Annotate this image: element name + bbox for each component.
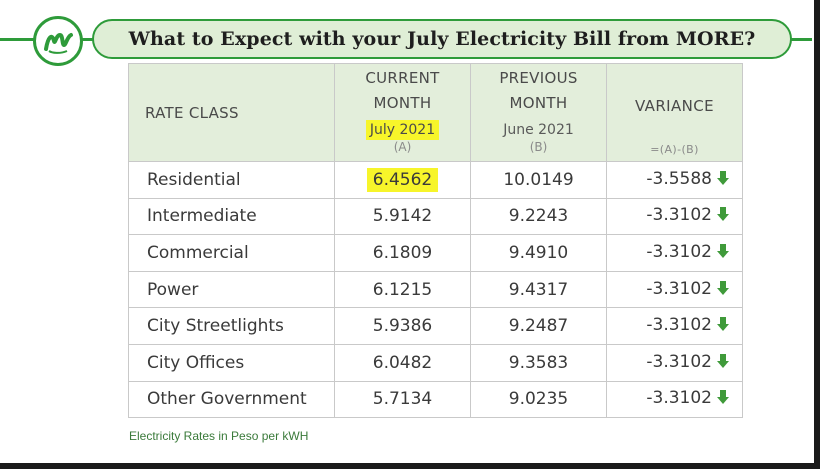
- previous-cell: 9.2487: [470, 307, 607, 345]
- variance-cell: -3.3102: [606, 197, 743, 236]
- footnote: Electricity Rates in Peso per kWH: [129, 429, 309, 443]
- down-arrow-icon: [716, 316, 730, 337]
- current-tag: (A): [393, 140, 412, 154]
- current-value: 6.1215: [372, 279, 433, 300]
- previous-header-line2: MONTH: [509, 94, 568, 112]
- down-arrow-icon: [716, 280, 730, 301]
- rates-table: RATE CLASS CURRENT MONTH July 2021 (A) P…: [128, 63, 743, 419]
- variance-cell: -3.5588: [606, 161, 743, 199]
- current-value: 5.9386: [372, 316, 433, 337]
- previous-cell: 9.4317: [470, 270, 607, 309]
- title-banner: What to Expect with your July Electricit…: [92, 19, 792, 59]
- current-cell: 5.9386: [334, 307, 471, 345]
- page-title: What to Expect with your July Electricit…: [128, 28, 756, 50]
- current-value: 6.4562: [366, 167, 439, 192]
- rate-class-cell: Commercial: [128, 234, 335, 272]
- variance-value: -3.5588: [646, 168, 712, 189]
- variance-cell: -3.3102: [606, 343, 743, 382]
- current-cell: 6.4562: [334, 161, 471, 199]
- rate-class-header-label: RATE CLASS: [145, 104, 239, 122]
- variance-cell: -3.3102: [606, 234, 743, 272]
- more-power-logo-icon: [33, 16, 83, 66]
- current-value: 6.1809: [372, 242, 433, 263]
- current-header-line1: CURRENT: [365, 69, 440, 87]
- down-arrow-icon: [716, 389, 730, 410]
- variance-cell: -3.3102: [606, 270, 743, 309]
- down-arrow-icon: [716, 243, 730, 264]
- table-row: City Offices 6.0482 9.3583 -3.3102: [128, 343, 743, 382]
- current-value: 5.9142: [372, 206, 433, 227]
- rate-class-cell: City Streetlights: [128, 307, 335, 345]
- previous-cell: 9.4910: [470, 234, 607, 272]
- variance-value: -3.3102: [646, 278, 712, 299]
- rate-class-cell: Residential: [128, 161, 335, 199]
- rate-class-header: RATE CLASS: [128, 63, 335, 162]
- variance-value: -3.3102: [646, 241, 712, 262]
- table-row: Power 6.1215 9.4317 -3.3102: [128, 270, 743, 309]
- previous-tag: (B): [529, 140, 548, 154]
- table-row: City Streetlights 5.9386 9.2487 -3.3102: [128, 307, 743, 345]
- variance-cell: -3.3102: [606, 307, 743, 345]
- previous-cell: 10.0149: [470, 161, 607, 199]
- previous-cell: 9.0235: [470, 380, 607, 419]
- previous-month-header: PREVIOUS MONTH June 2021 (B): [470, 63, 607, 162]
- variance-tag: =(A)-(B): [650, 143, 699, 156]
- table-row: Residential 6.4562 10.0149 -3.5588: [128, 161, 743, 199]
- variance-value: -3.3102: [646, 205, 712, 226]
- previous-header-line1: PREVIOUS: [499, 69, 578, 87]
- current-cell: 5.7134: [334, 380, 471, 419]
- rate-class-cell: Intermediate: [128, 197, 335, 236]
- variance-value: -3.3102: [646, 315, 712, 336]
- variance-value: -3.3102: [646, 351, 712, 372]
- previous-cell: 9.3583: [470, 343, 607, 382]
- down-arrow-icon: [716, 353, 730, 374]
- variance-cell: -3.3102: [606, 380, 743, 419]
- down-arrow-icon: [716, 206, 730, 227]
- previous-cell: 9.2243: [470, 197, 607, 236]
- rate-class-cell: Power: [128, 270, 335, 309]
- current-cell: 6.1215: [334, 270, 471, 309]
- current-month-header: CURRENT MONTH July 2021 (A): [334, 63, 471, 162]
- current-value: 5.7134: [372, 389, 433, 410]
- previous-month-label: June 2021: [503, 122, 574, 138]
- table-row: Commercial 6.1809 9.4910 -3.3102: [128, 234, 743, 272]
- current-cell: 6.0482: [334, 343, 471, 382]
- down-arrow-icon: [716, 170, 730, 191]
- current-month-label: July 2021: [365, 120, 440, 140]
- variance-value: -3.3102: [646, 388, 712, 409]
- current-cell: 5.9142: [334, 197, 471, 236]
- table-row: Intermediate 5.9142 9.2243 -3.3102: [128, 197, 743, 236]
- variance-header: VARIANCE =(A)-(B): [606, 63, 743, 162]
- table-header-row: RATE CLASS CURRENT MONTH July 2021 (A) P…: [128, 63, 743, 162]
- current-header-line2: MONTH: [373, 94, 432, 112]
- rate-class-cell: City Offices: [128, 343, 335, 382]
- rate-class-cell: Other Government: [128, 380, 335, 419]
- table-row: Other Government 5.7134 9.0235 -3.3102: [128, 380, 743, 419]
- variance-header-label: VARIANCE: [634, 97, 715, 115]
- current-cell: 6.1809: [334, 234, 471, 272]
- current-value: 6.0482: [372, 352, 433, 373]
